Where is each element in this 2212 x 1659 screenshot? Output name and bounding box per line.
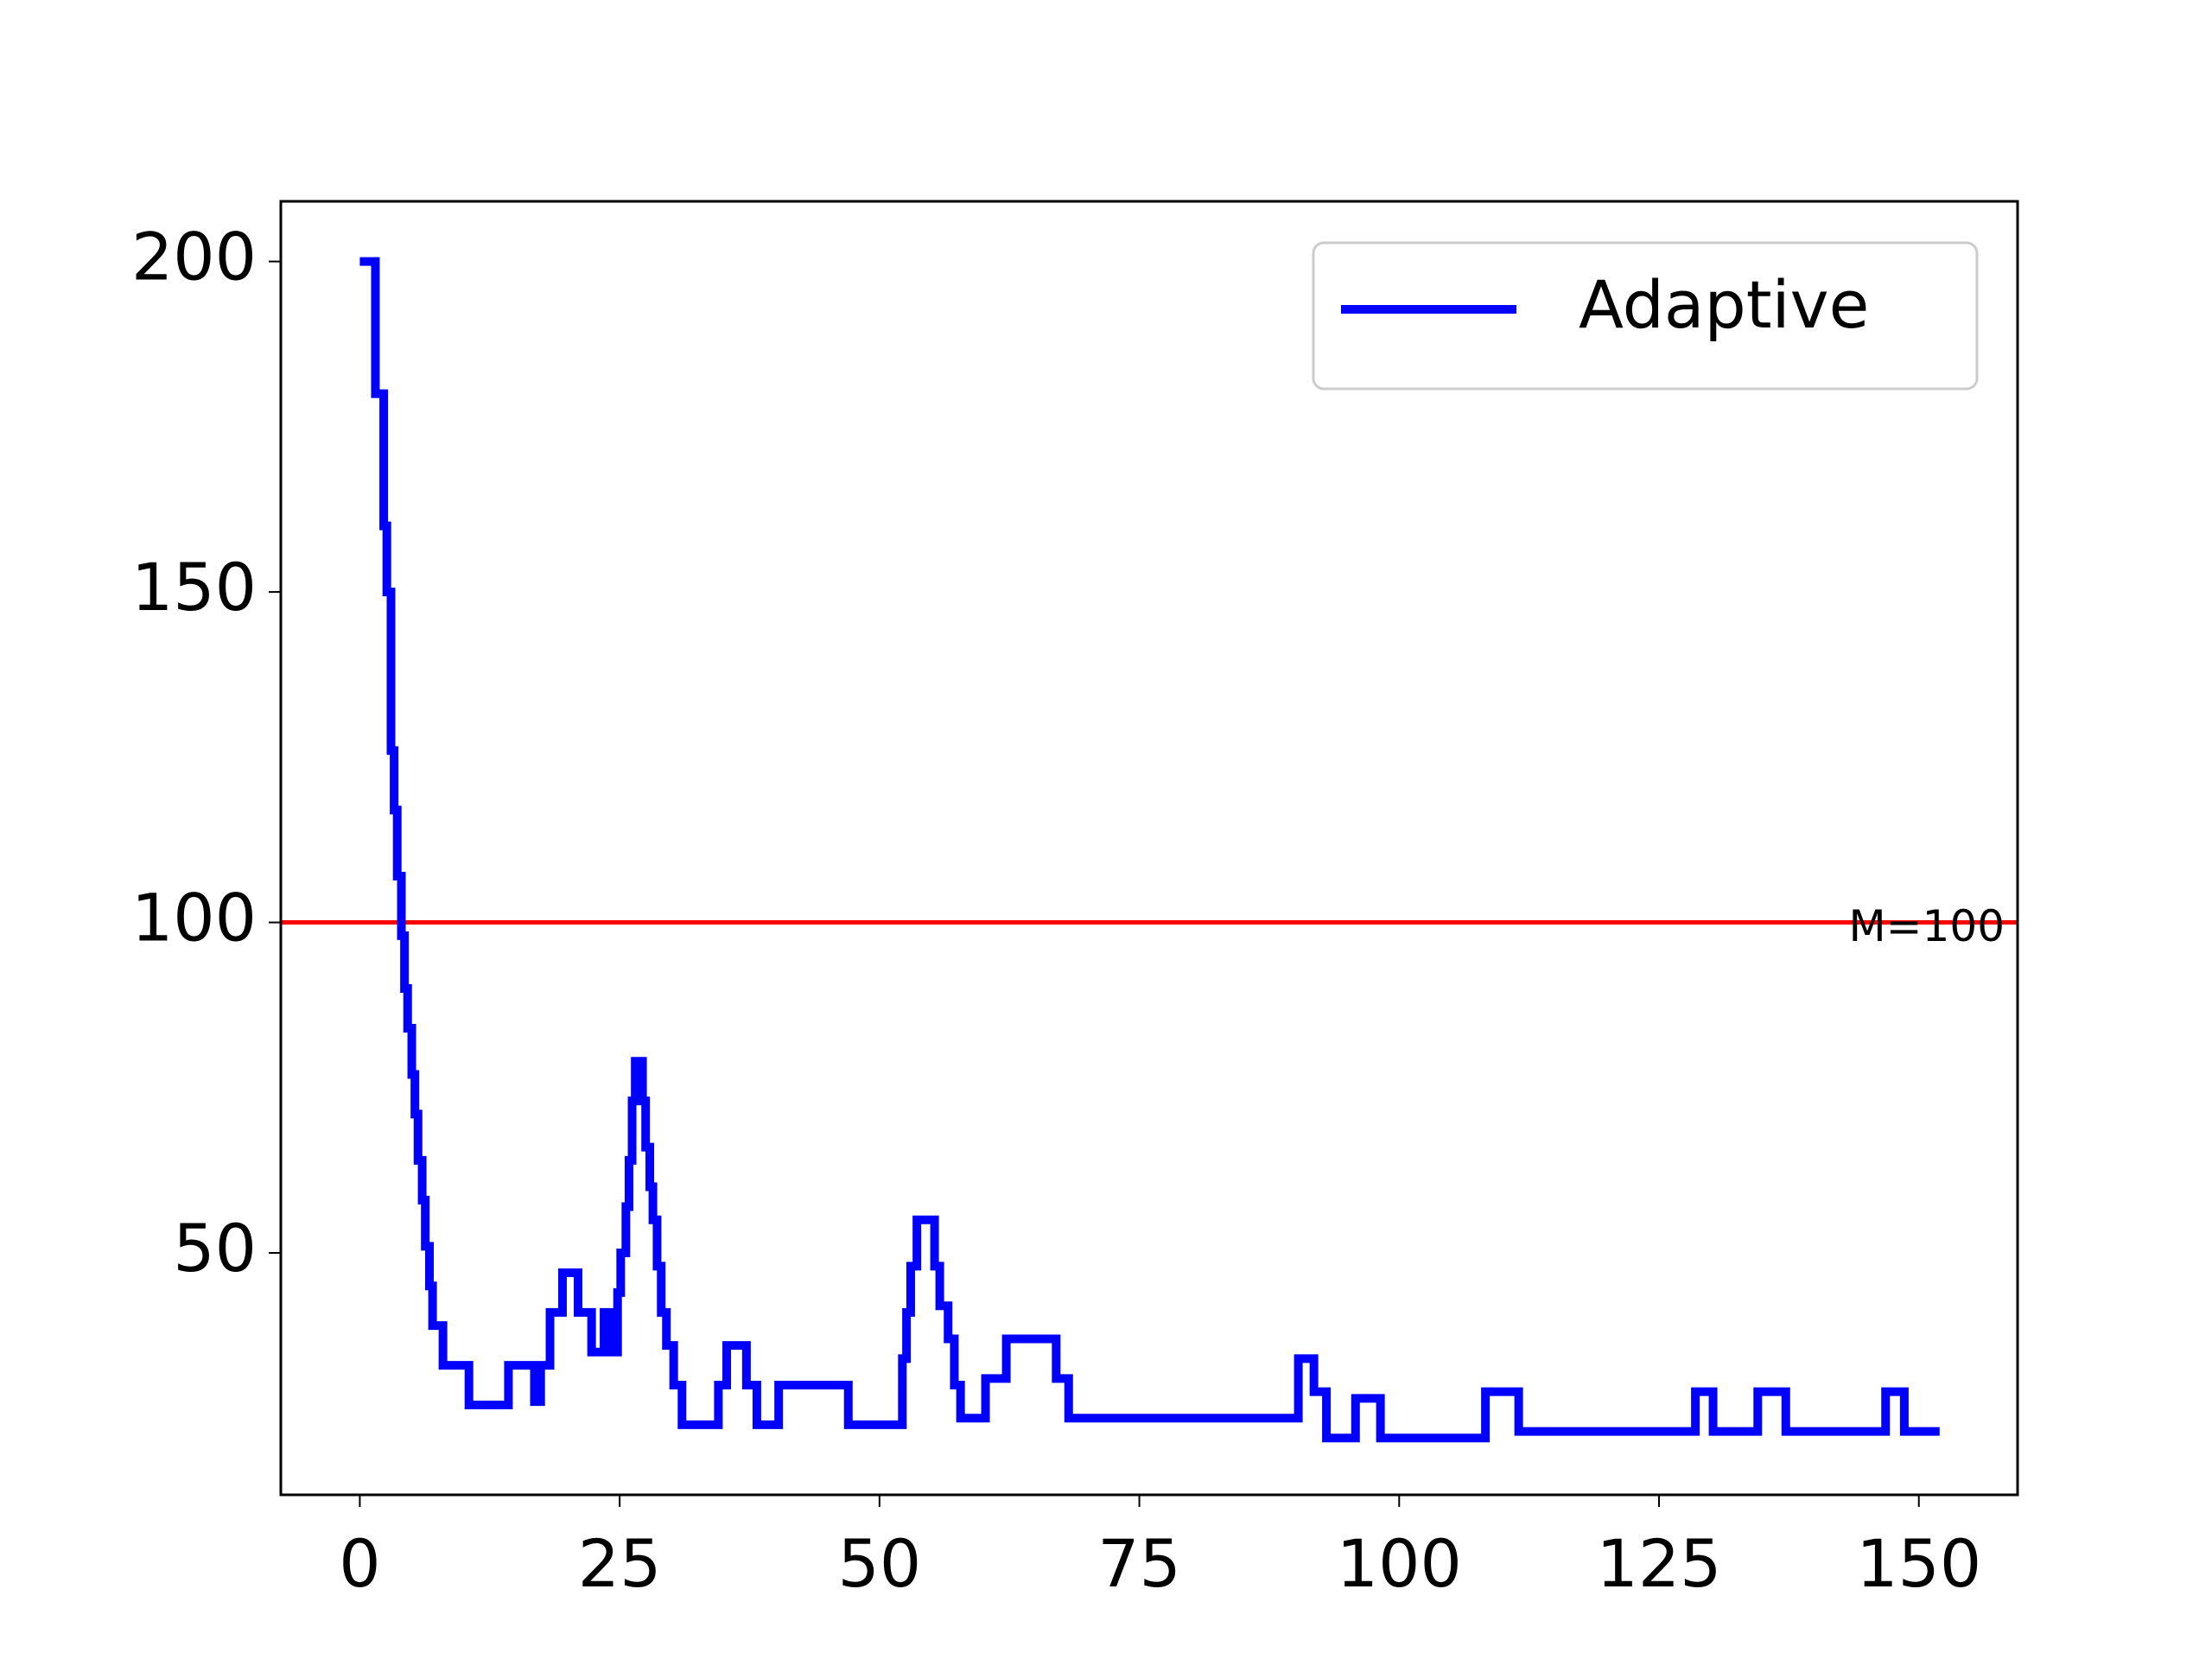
x-tick-label: 150 bbox=[1856, 1525, 1981, 1602]
x-tick-label: 100 bbox=[1337, 1525, 1462, 1602]
plot-frame bbox=[279, 200, 2019, 1497]
reference-label: M=100 bbox=[1849, 901, 2005, 951]
legend-box bbox=[1312, 241, 1979, 391]
data-line bbox=[359, 257, 1940, 1443]
x-tick-label: 75 bbox=[1097, 1525, 1181, 1602]
x-tick-label: 0 bbox=[339, 1525, 380, 1602]
legend-label: Adaptive bbox=[1579, 266, 1869, 343]
x-tick-label: 125 bbox=[1596, 1525, 1721, 1602]
x-tick-label: 50 bbox=[837, 1525, 921, 1602]
y-tick-label: 200 bbox=[131, 219, 257, 296]
y-tick-label: 50 bbox=[173, 1210, 257, 1287]
y-tick-label: 150 bbox=[131, 549, 257, 626]
y-tick-label: 100 bbox=[131, 880, 257, 957]
x-tick-label: 25 bbox=[578, 1525, 662, 1602]
